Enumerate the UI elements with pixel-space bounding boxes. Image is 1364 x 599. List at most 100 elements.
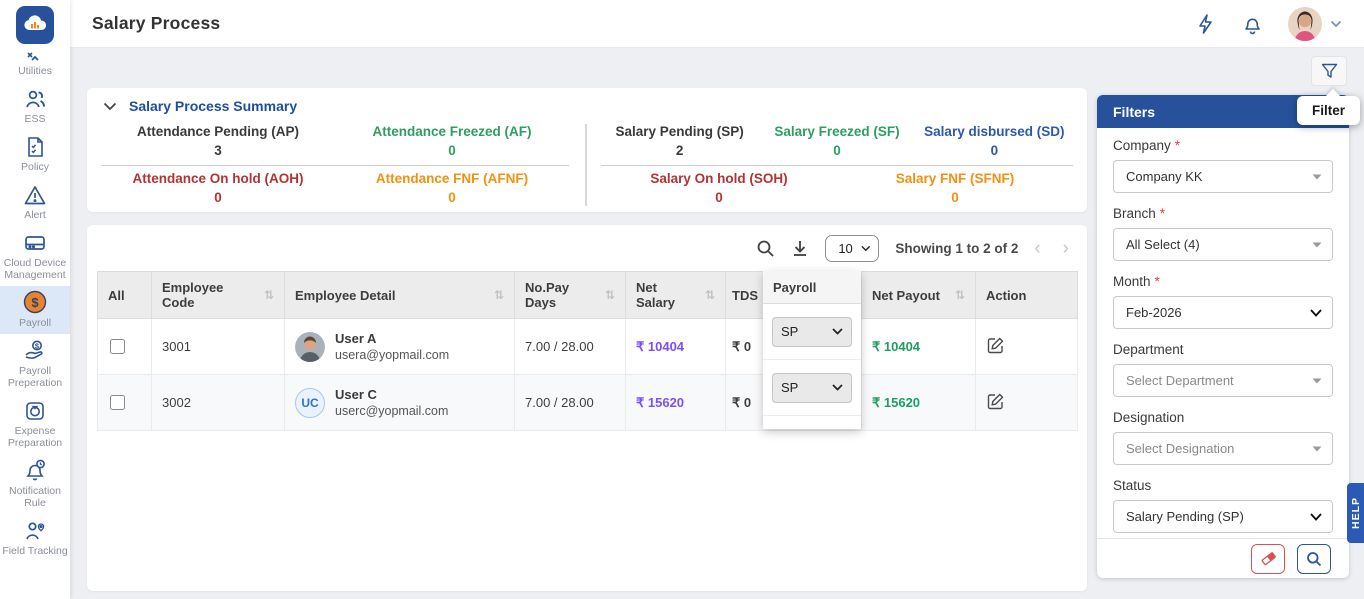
download-icon[interactable]	[791, 239, 809, 258]
funnel-icon	[1321, 63, 1337, 78]
net-salary-cell: ₹ 10404	[625, 318, 726, 375]
department-select[interactable]: Select Department	[1113, 364, 1333, 397]
sort-icon[interactable]: ⇅	[263, 288, 274, 302]
tds-cell: ₹ 0	[725, 318, 764, 375]
app-logo[interactable]	[16, 6, 54, 44]
sidebar-item-notification-rule[interactable]: Notification Rule	[0, 454, 70, 514]
user-menu[interactable]	[1288, 6, 1342, 41]
edit-icon[interactable]	[986, 392, 1005, 411]
filter-toggle-button[interactable]	[1311, 56, 1347, 86]
branch-label: Branch *	[1113, 206, 1166, 221]
content-area: Salary Process Summary Attendance Pendin…	[70, 48, 1364, 599]
employee-avatar	[295, 331, 325, 362]
sort-icon[interactable]: ⇅	[954, 288, 965, 302]
employee-code-cell: 3001	[151, 318, 285, 375]
lightning-icon[interactable]	[1196, 13, 1216, 35]
chevron-down-icon	[1330, 20, 1342, 27]
bell-icon[interactable]	[1242, 13, 1262, 35]
sidebar-item-payroll-preperation[interactable]: $ Payroll Preperation	[7, 340, 63, 389]
employee-table-card: 10 Showing 1 to 2 of 2 ‹ ›	[87, 225, 1087, 591]
summary-attendance-fnf: Attendance FNF (AFNF) 0	[375, 171, 529, 205]
sort-icon[interactable]: ⇅	[493, 288, 504, 302]
pagination-prev-icon[interactable]: ‹	[1034, 237, 1041, 259]
sidebar: Utilities ESS Policy	[0, 0, 70, 599]
sidebar-item-payroll[interactable]: $ Payroll	[0, 286, 70, 334]
column-employee-code[interactable]: Employee Code ⇅	[151, 271, 285, 319]
row-checkbox[interactable]	[110, 339, 125, 354]
avatar	[1288, 6, 1322, 41]
field-tracking-icon	[23, 520, 47, 542]
payroll-preparation-icon: $	[23, 340, 47, 362]
summary-title: Salary Process Summary	[129, 98, 298, 114]
column-employee-detail[interactable]: Employee Detail ⇅	[284, 271, 515, 319]
sidebar-item-cloud-device-management[interactable]: Cloud Device Management	[0, 226, 70, 286]
filters-panel: Filters Company * Company KK Branch * All …	[1097, 95, 1349, 578]
cloud-logo-icon	[24, 15, 47, 30]
employee-avatar-initials: UC	[295, 387, 325, 418]
summary-attendance-freezed: Attendance Freezed (AF) 0	[372, 124, 532, 158]
payroll-status-select[interactable]: SP	[772, 316, 852, 347]
help-tab[interactable]: HELP	[1347, 483, 1364, 543]
column-no-pay-days[interactable]: No.Pay Days ⇅	[514, 271, 626, 319]
page-size-select[interactable]: 10	[825, 234, 880, 262]
summary-attendance-pending: Attendance Pending (AP) 3	[136, 124, 299, 158]
chevron-down-icon	[1310, 308, 1322, 317]
chevron-down-icon	[861, 245, 870, 251]
branch-select[interactable]: All Select (4)	[1113, 228, 1333, 261]
ess-icon	[23, 88, 47, 110]
company-select[interactable]: Company KK	[1113, 160, 1333, 193]
payroll-status-select[interactable]: SP	[772, 372, 852, 403]
edit-icon[interactable]	[986, 336, 1005, 355]
search-icon[interactable]	[756, 239, 775, 258]
chevron-down-icon	[832, 328, 843, 335]
employee-code-cell: 3002	[151, 374, 285, 431]
column-action: Action	[975, 271, 1078, 319]
sidebar-item-policy[interactable]: Policy	[0, 130, 70, 178]
clear-filters-button[interactable]	[1251, 543, 1285, 574]
sidebar-item-utilities[interactable]: Utilities	[0, 46, 70, 82]
sort-icon[interactable]: ⇅	[604, 288, 615, 302]
sidebar-item-field-tracking[interactable]: Field Tracking	[0, 514, 70, 562]
chevron-down-icon	[1310, 512, 1322, 521]
showing-status: Showing 1 to 2 of 2	[895, 240, 1019, 256]
payroll-icon: $	[23, 290, 47, 314]
summary-attendance-on-hold: Attendance On hold (AOH) 0	[132, 171, 304, 205]
summary-salary-fnf: Salary FNF (SFNF) 0	[895, 171, 1015, 205]
company-label: Company *	[1113, 138, 1181, 153]
caret-down-icon	[1312, 378, 1322, 383]
summary-salary-freezed: Salary Freezed (SF) 0	[774, 124, 900, 158]
column-all: All	[97, 271, 152, 319]
filter-tooltip: Filter	[1296, 88, 1360, 125]
policy-icon	[25, 136, 45, 158]
row-checkbox[interactable]	[110, 395, 125, 410]
collapse-chevron-icon[interactable]	[103, 102, 117, 111]
column-payroll-header: Payroll	[763, 271, 861, 304]
net-salary-cell: ₹ 15620	[625, 374, 726, 431]
employee-table: All Employee Code ⇅ Employee Detail ⇅ No.P…	[97, 271, 1078, 431]
column-net-salary[interactable]: Net Salary ⇅	[625, 271, 726, 319]
status-label: Status	[1113, 478, 1152, 493]
status-select[interactable]: Salary Pending (SP)	[1113, 500, 1333, 533]
table-row: 3002 UC User C userc@yopmail.com 7.00 / …	[97, 374, 1078, 431]
payroll-column-panel: Payroll SP SP	[763, 271, 861, 429]
summary-salary-disbursed: Salary disbursed (SD) 0	[924, 124, 1065, 158]
sidebar-item-expense-preparation[interactable]: Expense Preparation	[0, 394, 70, 454]
month-label: Month *	[1113, 274, 1160, 289]
department-label: Department	[1113, 342, 1184, 357]
eraser-icon	[1261, 552, 1276, 566]
pagination-next-icon[interactable]: ›	[1062, 237, 1069, 259]
topbar: Salary Process	[70, 0, 1364, 48]
apply-filters-button[interactable]	[1297, 543, 1331, 574]
table-header-row: All Employee Code ⇅ Employee Detail ⇅ No.P…	[97, 271, 1078, 319]
column-net-payout[interactable]: Net Payout ⇅	[861, 271, 976, 319]
sidebar-item-alert[interactable]: Alert	[0, 178, 70, 226]
designation-select[interactable]: Select Designation	[1113, 432, 1333, 465]
caret-down-icon	[1312, 174, 1322, 179]
employee-detail-cell: UC User C userc@yopmail.com	[295, 386, 504, 419]
sort-icon[interactable]: ⇅	[704, 288, 715, 302]
utilities-icon	[26, 52, 44, 62]
sidebar-item-ess[interactable]: ESS	[0, 82, 70, 130]
caret-down-icon	[1312, 242, 1322, 247]
month-select[interactable]: Feb-2026	[1113, 296, 1333, 329]
summary-salary-pending: Salary Pending (SP) 2	[615, 124, 744, 158]
